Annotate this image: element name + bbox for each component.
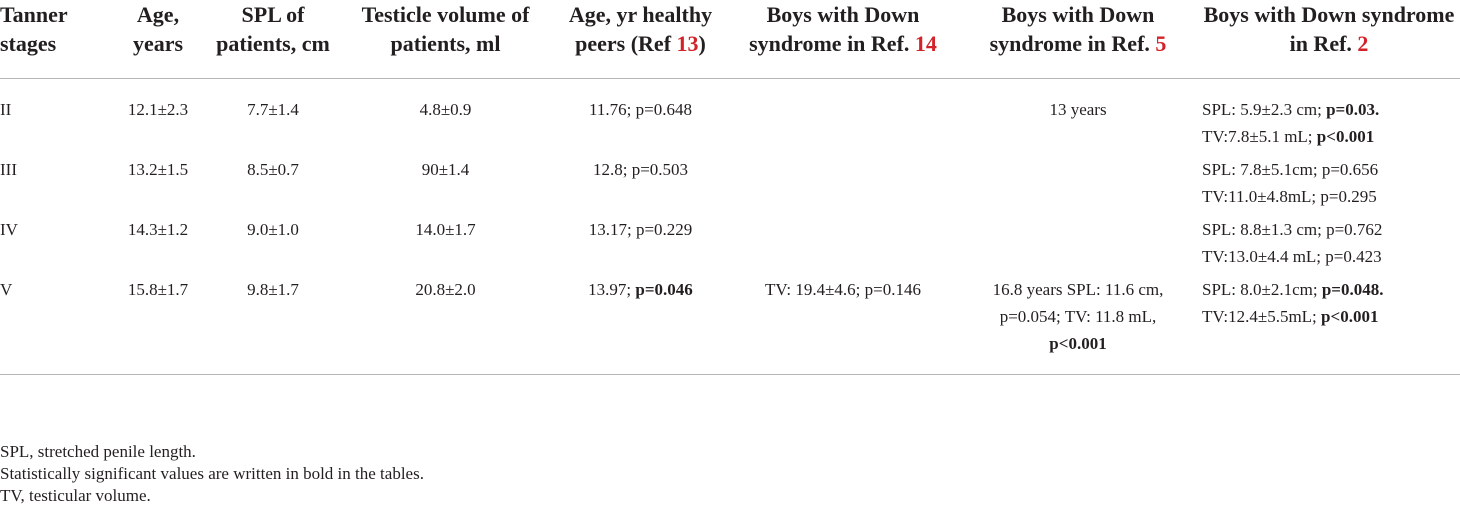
tanner-stage-table: Tanner stages Age, years SPL of patients… <box>0 0 1460 375</box>
header-age: Age, years <box>108 0 208 79</box>
header-row: Tanner stages Age, years SPL of patients… <box>0 0 1460 79</box>
header-ref2-text: Boys with Down syndrome in Ref. <box>1203 2 1455 56</box>
cell-healthy-text: 12.8; p=0.503 <box>592 160 689 179</box>
cell-ref5: 16.8 years SPL: 11.6 cm, p=0.054; TV: 11… <box>958 270 1198 375</box>
cell-tv: 4.8±0.9 <box>419 100 472 119</box>
header-spl: SPL of patients, cm <box>208 0 338 79</box>
reference-link-13[interactable]: 13 <box>676 31 699 56</box>
table-row: IV 14.3±1.2 9.0±1.0 14.0±1.7 13.17; p=0.… <box>0 210 1460 270</box>
cell-spl: 9.8±1.7 <box>208 270 338 375</box>
cell-ref2: SPL: 8.0±2.1cm; p=0.048. TV:12.4±5.5mL; p… <box>1198 270 1460 375</box>
footnote-spl: SPL, stretched penile length. <box>0 442 196 461</box>
cell-ref2-line2-bold: p<0.001 <box>1316 127 1375 146</box>
cell-healthy-text: 11.76; p=0.648 <box>589 100 692 119</box>
cell-stage: IV <box>0 220 18 239</box>
cell-ref2-line2: TV:11.0±4.8mL; p=0.295 <box>1202 187 1377 206</box>
footnote-tv: TV, testicular volume. <box>0 486 151 505</box>
cell-ref2-line2: TV:7.8±5.1 mL; <box>1202 127 1317 146</box>
cell-tv: 14.0±1.7 <box>415 220 476 239</box>
cell-healthy-text: 13.17; p=0.229 <box>588 220 693 239</box>
cell-ref2-line1: SPL: 8.8±1.3 cm; p=0.762 <box>1202 220 1383 239</box>
header-ref14: Boys with Down syndrome in Ref. 14 <box>728 0 958 79</box>
header-healthy-peers: Age, yr healthy peers (Ref 13) <box>553 0 728 79</box>
cell-ref2-line2-bold: p<0.001 <box>1321 307 1379 326</box>
cell-ref2-line1: SPL: 5.9±2.3 cm; <box>1202 100 1327 119</box>
cell-ref14 <box>728 79 958 151</box>
table-footnotes: SPL, stretched penile length. Statistica… <box>0 441 424 507</box>
header-healthy-suffix: ) <box>698 31 706 56</box>
cell-healthy: 13.97; p=0.046 <box>553 270 728 375</box>
cell-healthy-bold: p=0.046 <box>635 280 693 299</box>
cell-spl: 9.0±1.0 <box>247 220 299 239</box>
header-healthy-text: Age, yr healthy peers (Ref <box>568 2 713 56</box>
header-ref2: Boys with Down syndrome in Ref. 2 <box>1198 0 1460 79</box>
cell-ref5-bold: p<0.001 <box>1049 334 1107 353</box>
cell-ref2: SPL: 8.8±1.3 cm; p=0.762 TV:13.0±4.4 mL; … <box>1198 210 1460 270</box>
cell-healthy: 12.8; p=0.503 <box>553 150 728 210</box>
cell-stage: II <box>0 100 12 119</box>
cell-ref2-line2: TV:12.4±5.5mL; <box>1202 307 1322 326</box>
reference-link-5[interactable]: 5 <box>1155 31 1167 56</box>
cell-ref2: SPL: 5.9±2.3 cm; p=0.03. TV:7.8±5.1 mL; p… <box>1198 79 1460 151</box>
cell-age: 12.1±2.3 <box>127 100 189 119</box>
cell-tv: 20.8±2.0 <box>338 270 553 375</box>
cell-ref14 <box>728 150 958 210</box>
cell-ref5-text: 16.8 years SPL: 11.6 cm, p=0.054; TV: 11… <box>992 280 1164 326</box>
cell-ref2-line1-bold: p=0.03. <box>1326 100 1380 119</box>
cell-ref5 <box>958 150 1198 210</box>
cell-age: 14.3±1.2 <box>127 220 189 239</box>
cell-stage: V <box>0 270 108 375</box>
header-ref5: Boys with Down syndrome in Ref. 5 <box>958 0 1198 79</box>
cell-spl: 8.5±0.7 <box>247 160 299 179</box>
cell-ref14: TV: 19.4±4.6; p=0.146 <box>728 270 958 375</box>
footnote-bold-significance: Statistically significant values are wri… <box>0 464 424 483</box>
cell-ref2-line1: SPL: 8.0±2.1cm; <box>1202 280 1322 299</box>
cell-ref2-line2: TV:13.0±4.4 mL; p=0.423 <box>1202 247 1382 266</box>
table-row: V 15.8±1.7 9.8±1.7 20.8±2.0 13.97; p=0.0… <box>0 270 1460 375</box>
cell-stage: III <box>0 160 17 179</box>
cell-ref2: SPL: 7.8±5.1cm; p=0.656 TV:11.0±4.8mL; p=… <box>1198 150 1460 210</box>
reference-link-14[interactable]: 14 <box>914 31 937 56</box>
header-ref14-text: Boys with Down syndrome in Ref. <box>749 2 920 56</box>
cell-ref5 <box>958 210 1198 270</box>
header-testicle-volume: Testicle volume of patients, ml <box>338 0 553 79</box>
header-tanner-stages: Tanner stages <box>0 0 108 79</box>
cell-ref2-line1: SPL: 7.8±5.1cm; p=0.656 <box>1202 160 1379 179</box>
table-row: III 13.2±1.5 8.5±0.7 90±1.4 12.8; p=0.50… <box>0 150 1460 210</box>
cell-ref5-text: 13 years <box>1049 100 1107 119</box>
cell-age: 13.2±1.5 <box>127 160 189 179</box>
cell-spl: 7.7±1.4 <box>247 100 299 119</box>
reference-link-2[interactable]: 2 <box>1357 31 1369 56</box>
cell-healthy: 13.17; p=0.229 <box>553 210 728 270</box>
header-ref5-text: Boys with Down syndrome in Ref. <box>989 2 1156 56</box>
cell-healthy: 11.76; p=0.648 <box>553 79 728 151</box>
cell-tv: 90±1.4 <box>421 160 470 179</box>
cell-ref5: 13 years <box>958 79 1198 151</box>
table-row: II 12.1±2.3 7.7±1.4 4.8±0.9 11.76; p=0.6… <box>0 79 1460 151</box>
cell-healthy-text: 13.97; <box>588 280 636 299</box>
cell-ref2-line1-bold: p=0.048. <box>1321 280 1384 299</box>
cell-age: 15.8±1.7 <box>108 270 208 375</box>
cell-ref14 <box>728 210 958 270</box>
